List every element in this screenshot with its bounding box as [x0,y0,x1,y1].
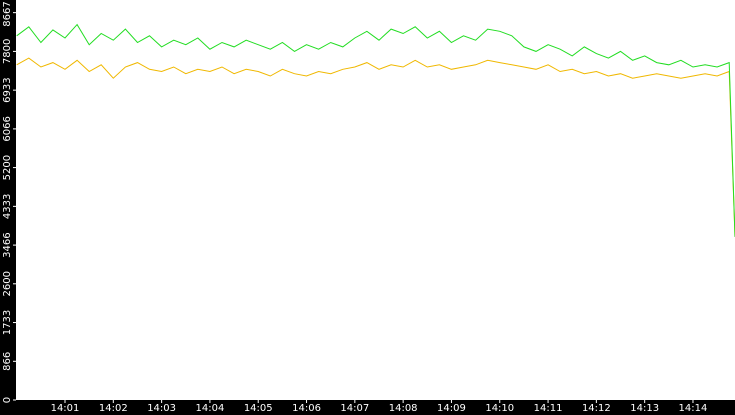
x-tick-label: 14:01 [51,403,80,414]
y-tick-label: 0 [2,397,13,403]
y-tick-label: 3466 [2,232,13,257]
x-axis-band [0,400,735,415]
series-line [16,23,735,237]
x-tick-label: 14:12 [582,403,611,414]
x-tick-label: 14:03 [147,403,176,414]
y-tick-label: 2600 [2,271,13,296]
x-tick-label: 14:11 [534,403,563,414]
x-tick-label: 14:08 [389,403,418,414]
y-tick-label: 866 [2,352,13,371]
y-tick-label: 1733 [2,310,13,335]
y-tick-label: 8667 [2,1,13,26]
x-tick-label: 14:13 [630,403,659,414]
x-tick-label: 14:06 [292,403,321,414]
series-line [16,57,735,237]
x-tick-label: 14:10 [485,403,514,414]
y-tick-label: 5200 [2,155,13,180]
y-tick-label: 7800 [2,39,13,64]
x-tick-label: 14:04 [196,403,225,414]
y-tick-label: 6933 [2,77,13,102]
x-tick-label: 14:09 [437,403,466,414]
x-tick-label: 14:05 [244,403,273,414]
y-axis-band [0,0,16,415]
x-tick-label: 14:14 [679,403,708,414]
y-tick-label: 6066 [2,116,13,141]
x-tick-label: 14:07 [340,403,369,414]
x-tick-label: 14:02 [99,403,128,414]
y-tick-label: 4333 [2,194,13,219]
